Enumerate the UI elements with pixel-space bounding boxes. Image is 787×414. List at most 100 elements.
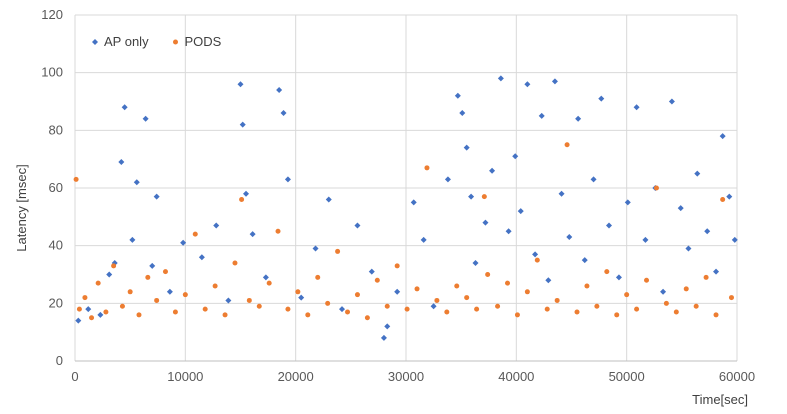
- legend-item: PODS: [173, 34, 222, 49]
- data-point: [713, 268, 720, 275]
- data-point: [468, 193, 475, 200]
- data-point: [76, 306, 82, 312]
- data-point: [97, 311, 104, 318]
- x-axis-title: Time[sec]: [692, 392, 748, 407]
- data-point: [368, 268, 375, 275]
- data-point: [249, 231, 256, 238]
- data-point: [345, 309, 351, 315]
- data-point: [485, 272, 491, 277]
- data-point: [517, 208, 524, 215]
- data-point: [703, 274, 709, 280]
- data-point: [677, 205, 684, 212]
- data-point: [694, 170, 701, 177]
- data-point: [182, 292, 188, 298]
- data-point: [414, 286, 420, 292]
- data-point: [103, 309, 109, 315]
- legend-label: PODS: [185, 34, 222, 49]
- data-point: [404, 306, 410, 312]
- data-point: [335, 248, 341, 254]
- data-point: [497, 75, 504, 82]
- data-point: [275, 228, 281, 234]
- data-point: [575, 115, 582, 122]
- x-tick-label: 10000: [167, 369, 203, 384]
- data-point: [482, 219, 489, 226]
- data-point: [133, 179, 140, 186]
- data-point: [121, 104, 128, 111]
- data-point: [172, 309, 178, 315]
- legend-label: AP only: [104, 34, 149, 49]
- x-tick-label: 60000: [719, 369, 755, 384]
- data-point: [106, 271, 113, 278]
- legend-marker: [92, 39, 98, 45]
- y-tick-label: 60: [49, 180, 63, 195]
- data-point: [685, 245, 692, 252]
- data-point: [354, 222, 361, 229]
- data-point: [604, 269, 610, 275]
- data-point: [634, 306, 640, 312]
- data-point: [256, 303, 262, 309]
- data-point: [558, 190, 565, 197]
- data-point: [653, 185, 659, 191]
- data-point: [514, 312, 520, 318]
- data-point: [213, 222, 220, 229]
- x-tick-label: 40000: [498, 369, 534, 384]
- data-point: [127, 289, 133, 295]
- data-point: [111, 263, 117, 269]
- data-point: [145, 274, 151, 280]
- data-point: [198, 254, 205, 261]
- data-point: [554, 297, 560, 303]
- x-tick-label: 0: [71, 369, 78, 384]
- data-point: [339, 306, 346, 313]
- data-point: [262, 274, 269, 281]
- data-point: [459, 110, 466, 117]
- x-tick-label: 30000: [388, 369, 424, 384]
- y-tick-label: 0: [56, 353, 63, 368]
- data-point: [394, 263, 400, 269]
- data-point: [566, 234, 573, 241]
- x-tick-label: 50000: [609, 369, 645, 384]
- data-point: [212, 283, 218, 289]
- y-tick-label: 20: [49, 295, 63, 310]
- data-point: [668, 98, 675, 105]
- y-axis-title: Latency [msec]: [14, 164, 29, 251]
- data-point: [534, 257, 540, 263]
- data-point: [325, 300, 331, 306]
- data-point: [719, 133, 726, 140]
- data-point: [434, 297, 440, 303]
- y-tick-label: 120: [41, 7, 63, 22]
- data-point: [298, 294, 305, 301]
- data-point: [545, 277, 552, 284]
- data-point: [364, 315, 370, 321]
- data-point: [644, 277, 650, 283]
- series-pods: [73, 142, 734, 321]
- data-point: [464, 295, 470, 301]
- data-point: [430, 303, 437, 310]
- data-point: [374, 277, 380, 283]
- data-point: [594, 303, 600, 309]
- y-tick-label: 100: [41, 65, 63, 80]
- data-point: [166, 288, 173, 295]
- data-point: [474, 306, 480, 312]
- data-point: [673, 309, 679, 315]
- data-point: [276, 86, 283, 93]
- data-point: [663, 300, 669, 306]
- data-point: [524, 81, 531, 88]
- data-point: [598, 95, 605, 102]
- data-point: [95, 280, 101, 286]
- data-point: [564, 142, 570, 148]
- data-point: [202, 306, 208, 312]
- data-point: [284, 176, 291, 183]
- data-point: [584, 283, 590, 289]
- data-point: [246, 297, 252, 303]
- data-point: [720, 197, 726, 203]
- data-point: [394, 288, 401, 295]
- data-point: [82, 295, 88, 301]
- data-point: [693, 303, 699, 309]
- data-point: [75, 317, 82, 324]
- data-point: [454, 283, 460, 289]
- data-point: [713, 312, 719, 318]
- data-point: [524, 289, 530, 295]
- data-point: [295, 289, 301, 295]
- x-tick-label: 20000: [278, 369, 314, 384]
